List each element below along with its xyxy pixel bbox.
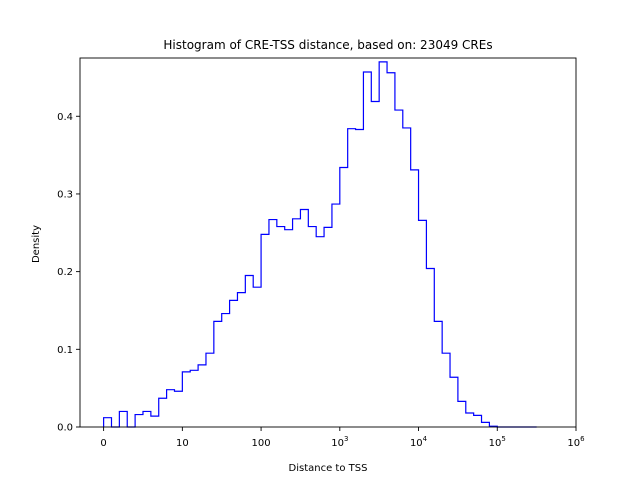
y-axis-label: Density [31, 225, 42, 263]
y-tick-label: 0.0 [57, 423, 73, 434]
x-tick-label: 106 [567, 435, 585, 449]
x-tick-label: 103 [331, 435, 348, 449]
plot-area [79, 57, 577, 428]
y-axis: 0.0 0.1 0.2 0.3 0.4 [57, 112, 80, 434]
histogram-step-line [103, 61, 537, 428]
x-tick-label: 0 [100, 438, 106, 449]
x-tick-label: 104 [410, 435, 428, 449]
x-axis: 0 10 100 103 104 105 106 [100, 427, 585, 449]
y-tick-label: 0.2 [57, 267, 73, 278]
x-tick-label: 105 [489, 435, 506, 449]
x-axis-label: Distance to TSS [289, 463, 368, 474]
y-tick-label: 0.4 [57, 112, 73, 123]
y-tick-label: 0.1 [57, 345, 73, 356]
plot-frame [79, 57, 577, 428]
x-tick-label: 100 [252, 438, 271, 449]
y-tick-label: 0.3 [57, 189, 73, 200]
x-tick-label: 10 [176, 438, 189, 449]
chart-title: Histogram of CRE-TSS distance, based on:… [163, 38, 492, 52]
